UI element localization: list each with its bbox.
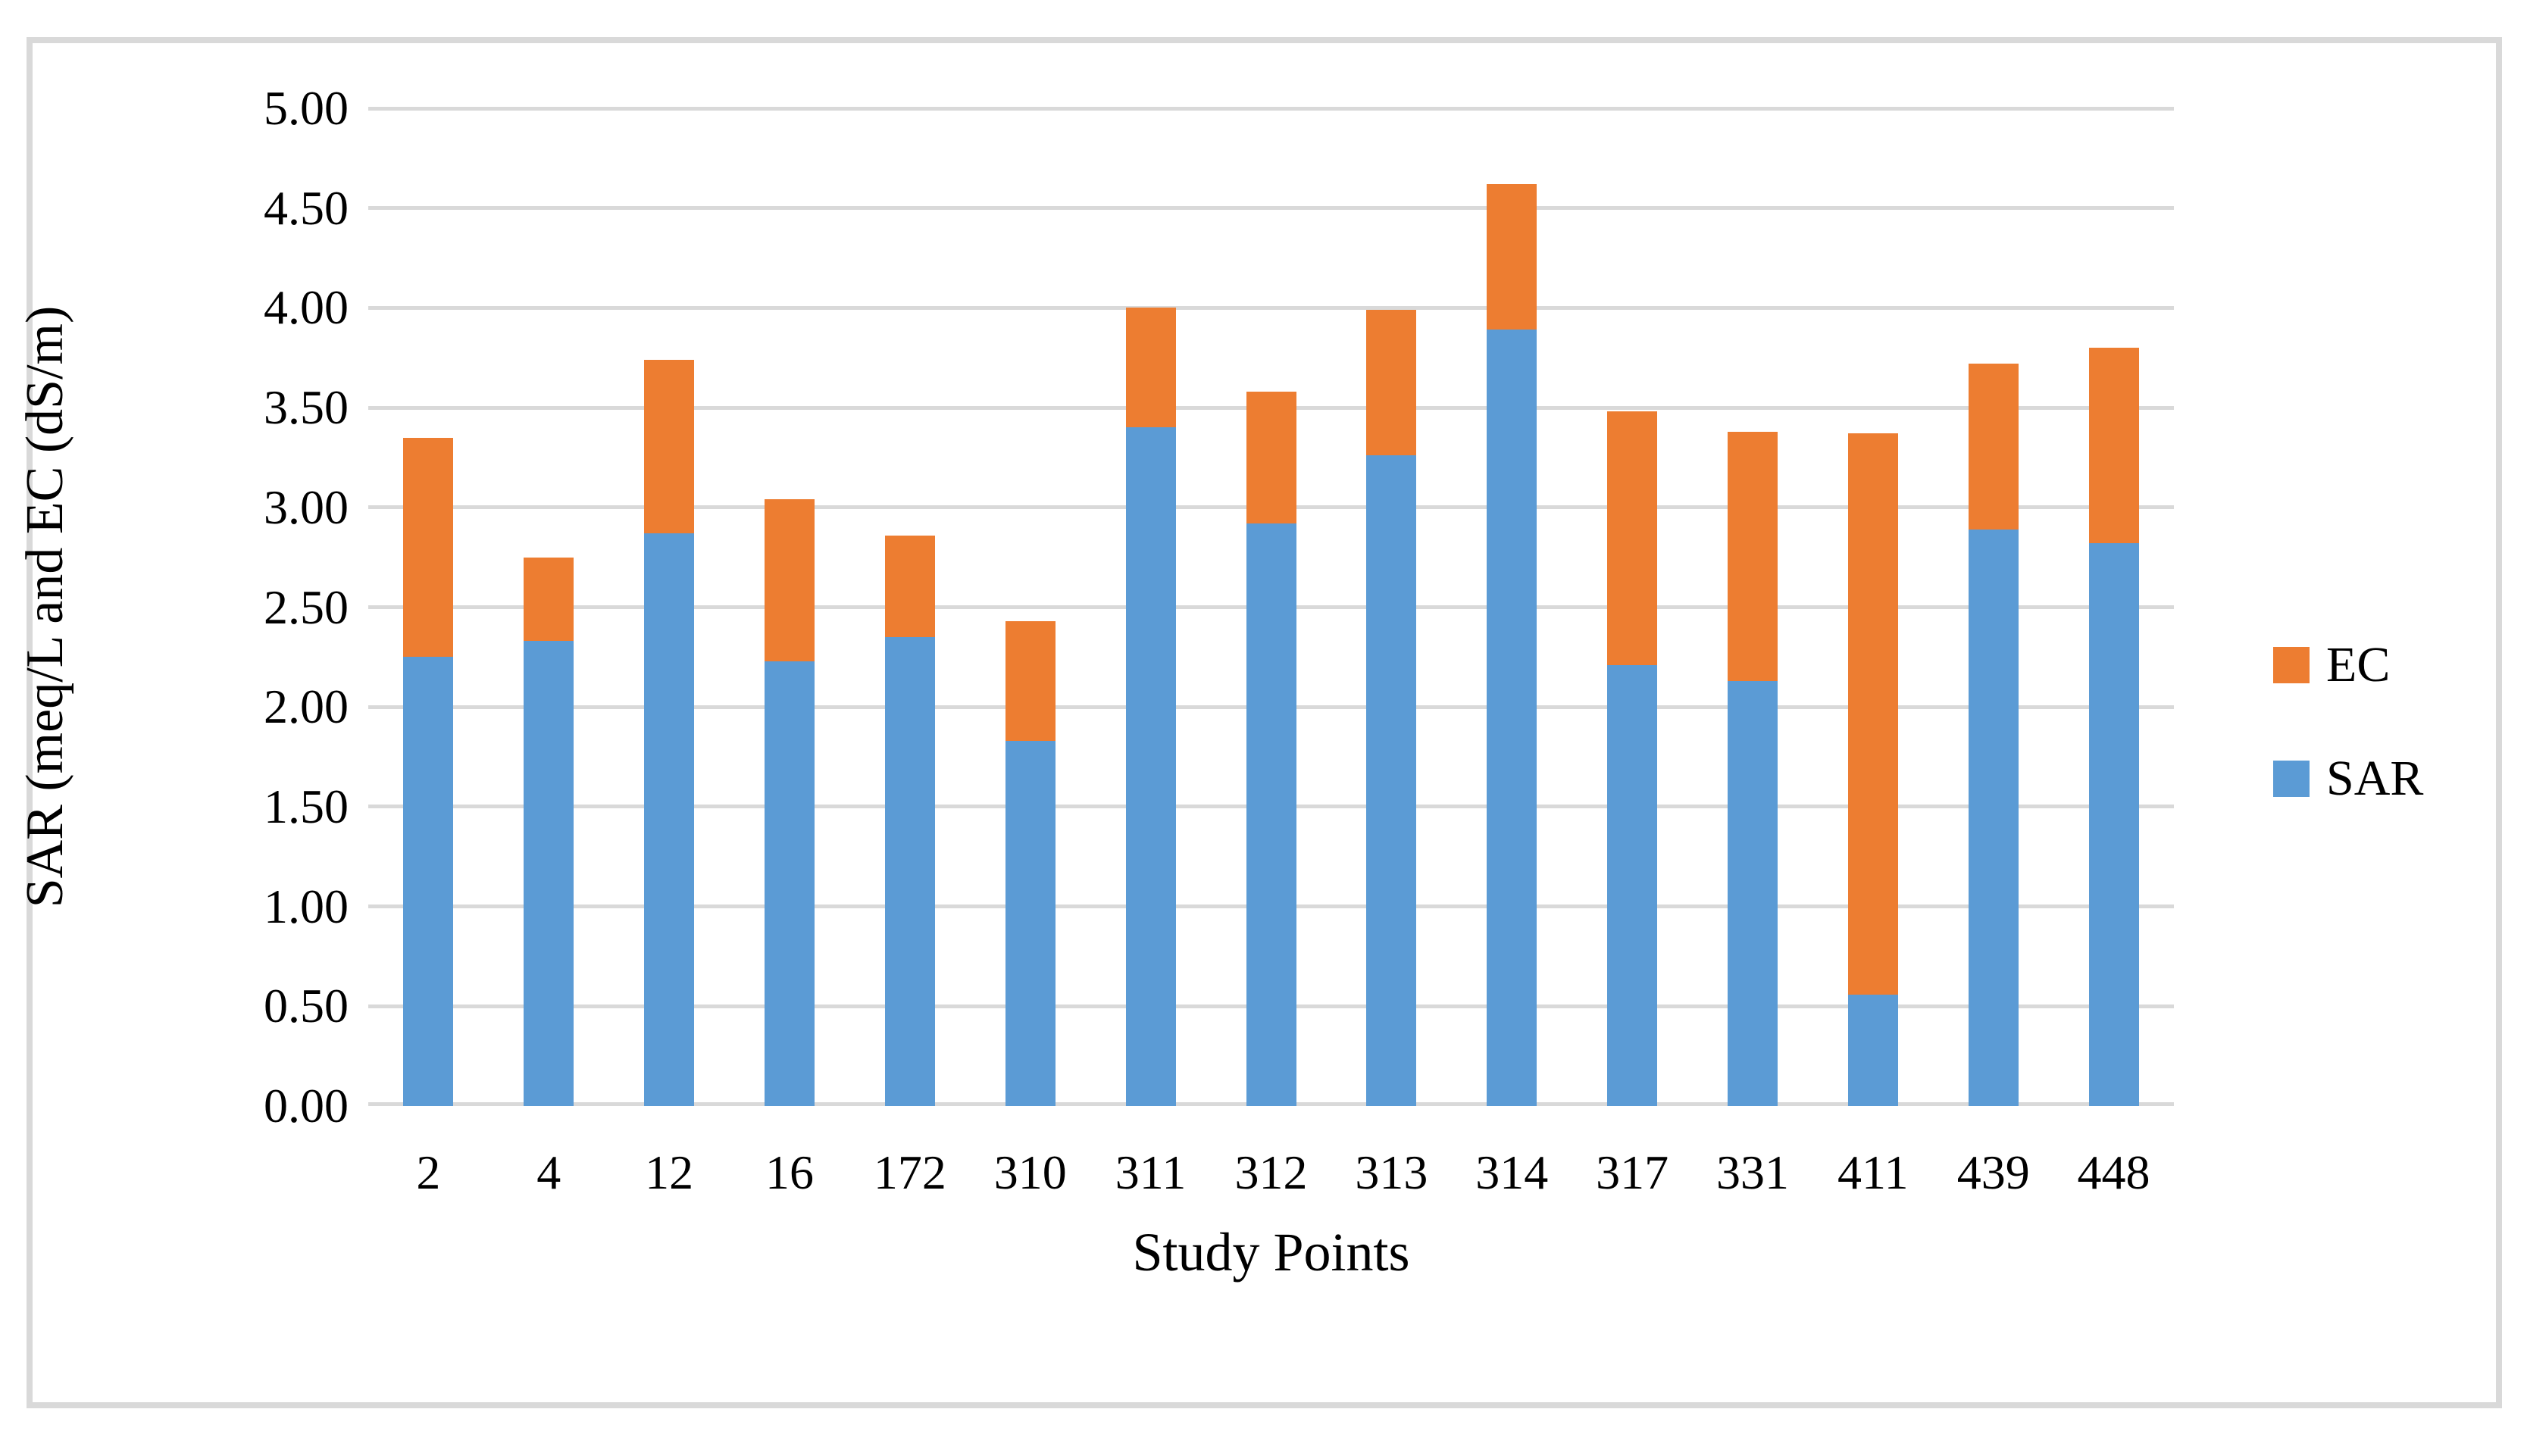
bar-segment-sar-411 (1847, 994, 1898, 1106)
bar-segment-ec-12 (644, 359, 695, 534)
bar-segment-ec-2 (403, 437, 454, 658)
bar-segment-ec-317 (1607, 411, 1658, 665)
y-tick-label: 2.50 (264, 580, 349, 634)
legend-label-sar: SAR (2326, 751, 2424, 806)
y-axis-tick-labels: 5.00 4.50 4.00 3.50 3.00 2.50 2.00 1.50 1.00 0.50… (136, 0, 349, 1456)
bar-segment-sar-314 (1487, 330, 1537, 1106)
bar-segment-sar-317 (1607, 664, 1658, 1106)
x-category-label-331: 331 (1715, 1145, 1789, 1199)
x-category-label-439: 439 (1956, 1145, 2030, 1199)
bar-segment-ec-411 (1847, 433, 1898, 995)
bar-segment-sar-313 (1366, 455, 1417, 1106)
x-category-label-4: 4 (536, 1145, 561, 1199)
bar-segment-ec-172 (884, 535, 935, 638)
bar-segment-ec-439 (1968, 364, 2019, 530)
gridline-y-4.00 (368, 305, 2174, 310)
figure-border (27, 37, 2502, 1408)
y-tick-label: 4.00 (264, 280, 349, 335)
y-tick-label: 0.50 (264, 979, 349, 1033)
bar-segment-sar-311 (1125, 427, 1176, 1106)
bar-segment-sar-2 (403, 657, 454, 1106)
legend-swatch-sar (2273, 761, 2310, 797)
legend-entry-sar: SAR (2273, 752, 2423, 805)
x-category-label-448: 448 (2077, 1145, 2150, 1199)
x-category-label-310: 310 (993, 1145, 1067, 1199)
bar-segment-sar-172 (884, 637, 935, 1106)
bar-segment-ec-311 (1125, 308, 1176, 428)
x-category-label-317: 317 (1596, 1145, 1669, 1199)
bar-segment-ec-313 (1366, 310, 1417, 456)
y-tick-label: 4.50 (264, 180, 349, 235)
y-tick-label: 5.00 (264, 81, 349, 135)
x-axis-title: Study Points (1132, 1222, 1410, 1283)
bar-segment-sar-331 (1727, 680, 1778, 1106)
bar-segment-ec-312 (1246, 392, 1296, 523)
y-tick-label: 3.50 (264, 380, 349, 435)
y-tick-label: 2.00 (264, 680, 349, 734)
y-tick-label: 3.00 (264, 480, 349, 534)
plot-area (368, 106, 2174, 1106)
y-tick-label: 0.00 (264, 1079, 349, 1133)
x-category-label-314: 314 (1475, 1145, 1549, 1199)
bar-segment-ec-16 (765, 499, 815, 661)
bar-segment-ec-314 (1487, 184, 1537, 330)
bar-segment-ec-4 (524, 557, 574, 642)
bar-segment-sar-16 (765, 661, 815, 1106)
gridline-y-4.50 (368, 206, 2174, 211)
y-axis-title-text: SAR (meq/L and EC (dS/m) (16, 305, 74, 908)
bar-segment-sar-312 (1246, 523, 1296, 1106)
bar-segment-ec-331 (1727, 431, 1778, 681)
legend-entry-ec: EC (2273, 639, 2390, 692)
x-category-label-313: 313 (1355, 1145, 1428, 1199)
bar-segment-sar-448 (2088, 543, 2139, 1106)
x-axis-category-labels: 2 4 12 16 172 310 311 312 313 314 317 331 411 439 448 (368, 1142, 2174, 1203)
x-category-label-12: 12 (645, 1145, 694, 1199)
x-category-label-172: 172 (873, 1145, 946, 1199)
x-category-label-411: 411 (1837, 1145, 1909, 1199)
bar-segment-sar-4 (524, 641, 574, 1106)
bar-segment-sar-310 (1005, 740, 1056, 1106)
bar-segment-ec-310 (1005, 620, 1056, 741)
legend-swatch-ec (2273, 647, 2310, 683)
x-category-label-312: 312 (1234, 1145, 1308, 1199)
x-category-label-2: 2 (416, 1145, 441, 1199)
bar-segment-ec-448 (2088, 348, 2139, 544)
y-tick-label: 1.50 (264, 779, 349, 833)
y-tick-label: 1.00 (264, 879, 349, 933)
bar-segment-sar-439 (1968, 529, 2019, 1106)
legend-label-ec: EC (2326, 637, 2391, 692)
gridline-y-5.00 (368, 106, 2174, 111)
bar-segment-sar-12 (644, 533, 695, 1106)
x-category-label-16: 16 (765, 1145, 815, 1199)
x-category-label-311: 311 (1115, 1145, 1187, 1199)
